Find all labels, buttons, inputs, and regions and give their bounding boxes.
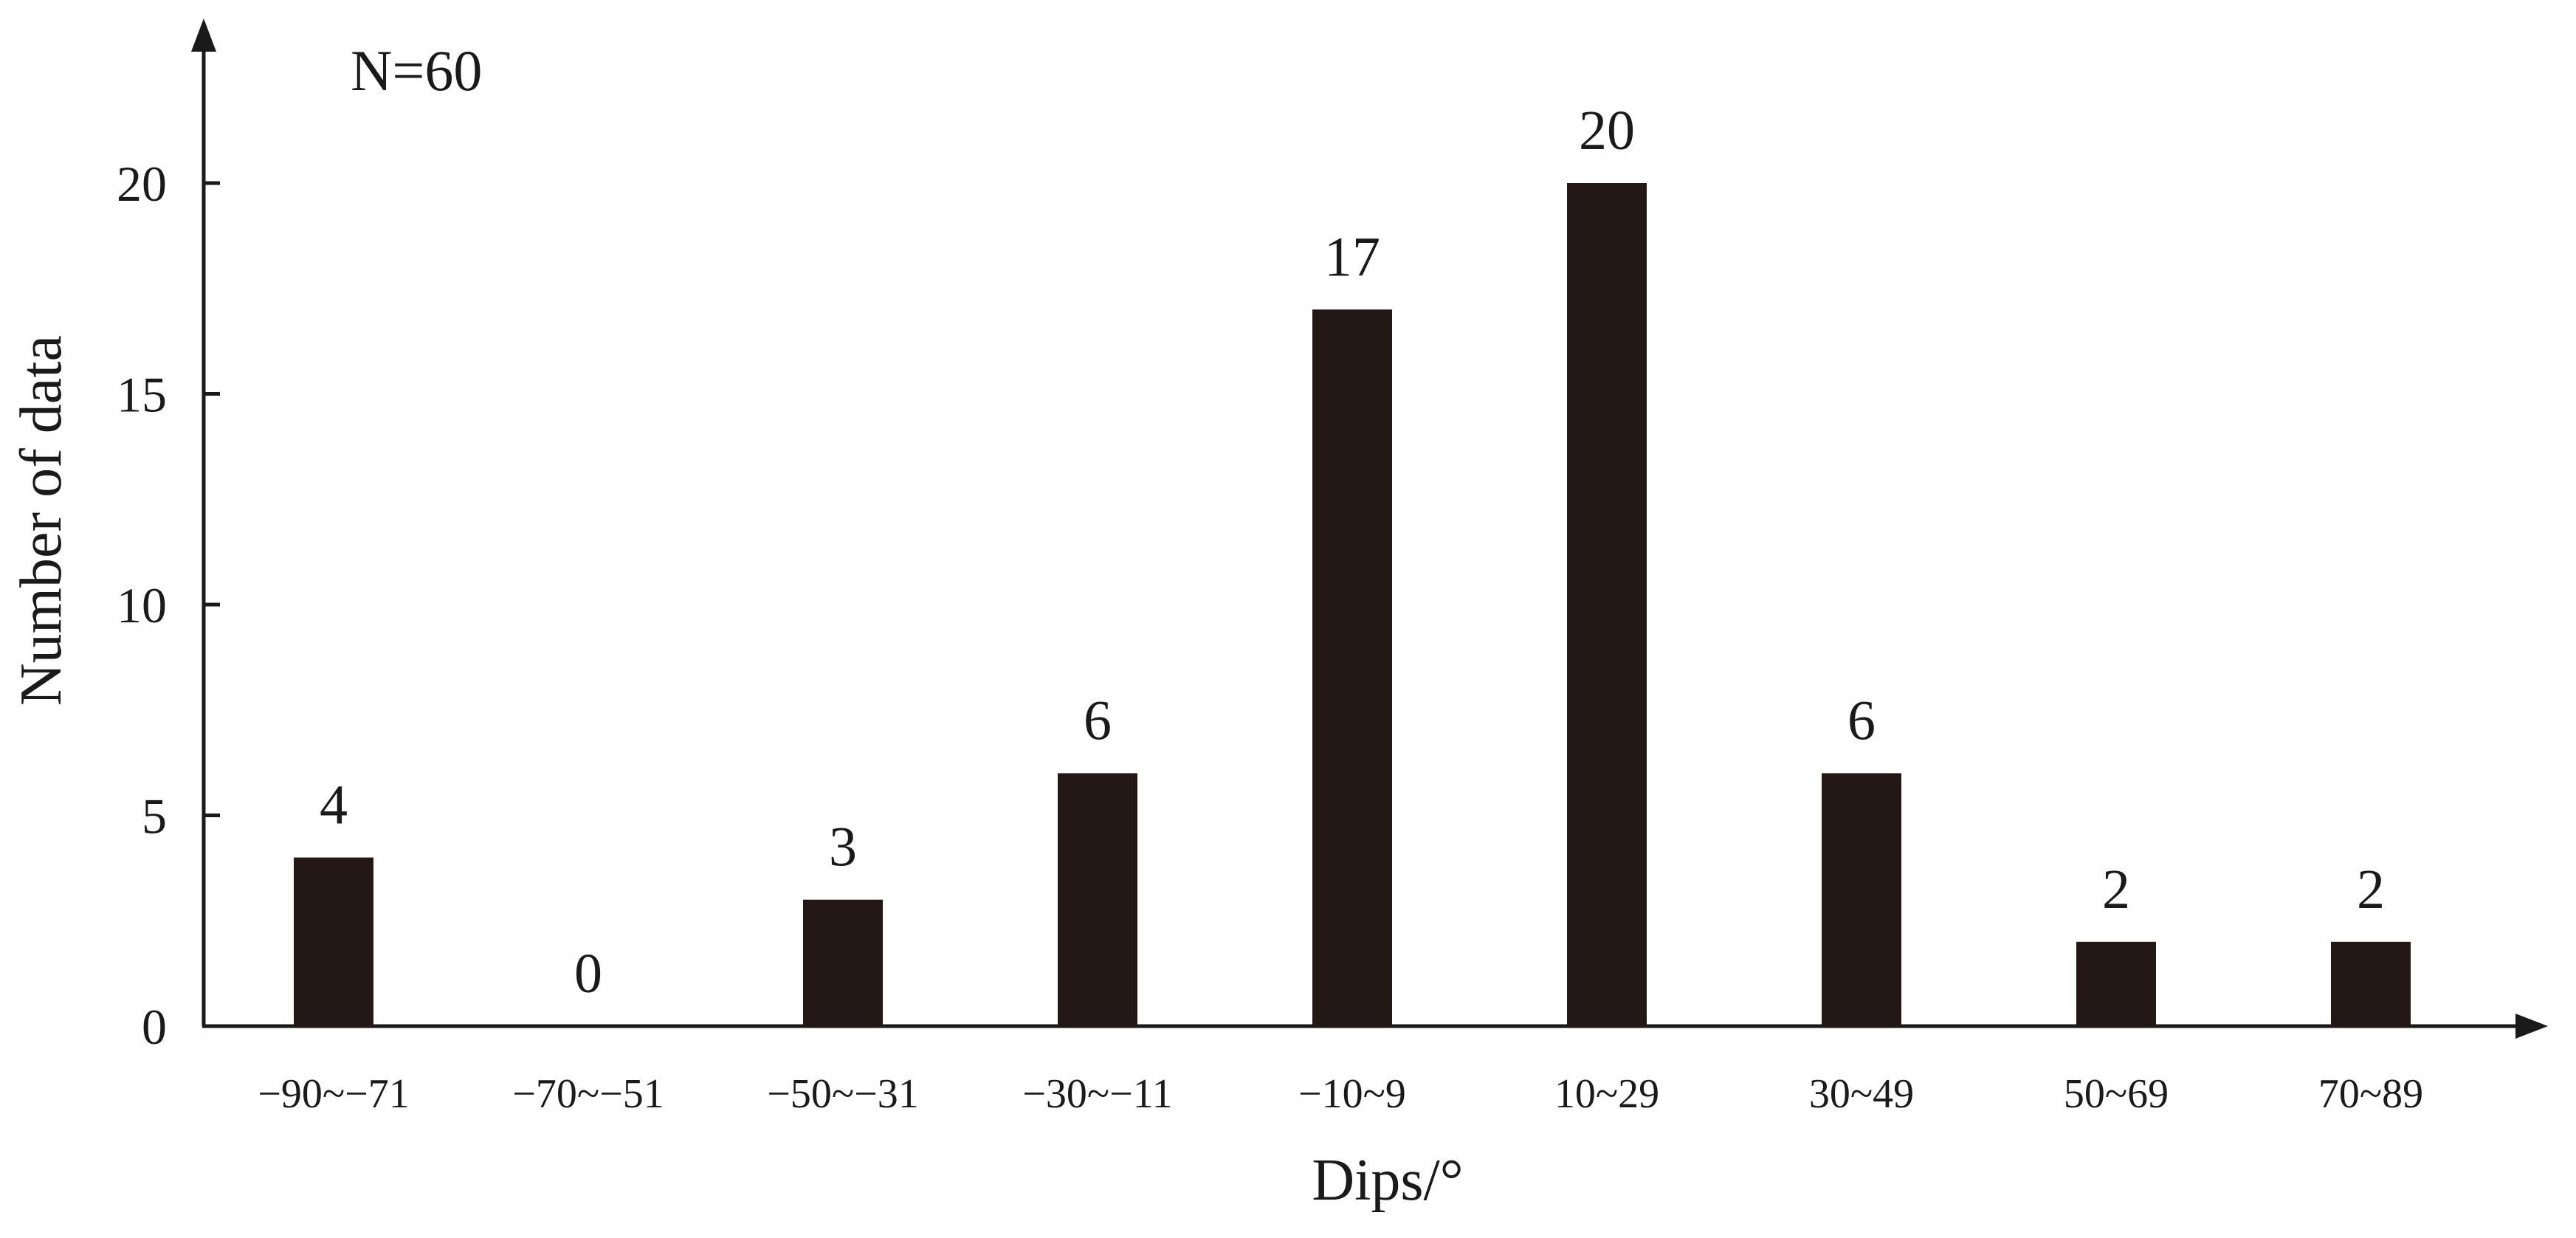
bar [294,857,373,1026]
y-tick-label: 10 [117,577,167,633]
y-tick-label: 15 [117,367,167,423]
bar-value-label: 6 [1084,690,1112,752]
bar [2331,941,2411,1026]
bar-value-label: 2 [2102,859,2130,921]
bar-value-label: 2 [2357,859,2385,921]
bar [1822,773,1901,1026]
x-axis-arrow-icon [2515,1014,2548,1039]
y-tick-label: 20 [117,156,167,212]
x-axis-title: Dips/° [1312,1148,1463,1213]
x-category-label: 30~49 [1809,1071,1914,1117]
bar-value-label: 0 [574,943,602,1005]
bar-value-label: 17 [1324,226,1380,288]
bar [2076,941,2156,1026]
x-category-label: 50~69 [2064,1071,2169,1117]
x-category-label: −70~−51 [512,1071,664,1117]
sample-count-annotation: N=60 [351,38,482,103]
x-category-label: −50~−31 [767,1071,918,1117]
x-category-label: −30~−11 [1022,1071,1172,1117]
bar [1312,309,1392,1026]
bar [1567,183,1647,1026]
y-tick-label: 5 [142,788,167,845]
bar [803,899,883,1026]
bar-value-label: 20 [1579,100,1635,162]
category-labels: −90~−71 −70~−51 −50~−31 −30~−11 −10~9 10~29 30… [258,1071,2423,1117]
bars [294,183,2411,1026]
x-category-label: −10~9 [1298,1071,1406,1117]
x-category-label: −90~−71 [258,1071,409,1117]
y-axis-arrow-icon [191,18,216,52]
y-ticks: 0 5 10 15 20 [117,156,220,1055]
bar-value-label: 3 [829,816,857,878]
x-category-label: 10~29 [1554,1071,1659,1117]
y-axis-title: Number of data [9,335,74,706]
bar-value-label: 6 [1847,690,1876,752]
bar [1058,773,1137,1026]
x-category-label: 70~89 [2318,1071,2423,1117]
data-labels: 4 0 3 6 17 20 6 2 2 [320,100,2385,1005]
bar-value-label: 4 [320,774,348,836]
y-tick-label: 0 [142,999,167,1055]
